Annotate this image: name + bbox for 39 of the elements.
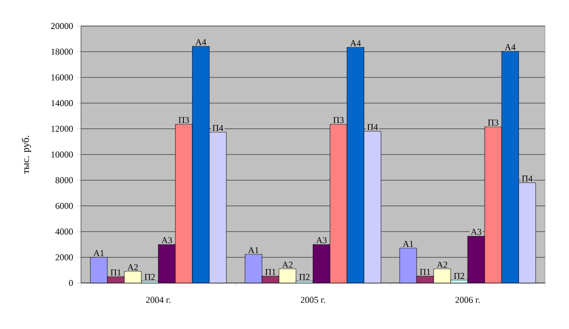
y-tick-label: 6000: [56, 202, 73, 209]
series-label: А3: [161, 237, 172, 244]
text: П2: [299, 274, 310, 280]
y-tick-label: 8000: [56, 177, 73, 184]
series-label: П3: [178, 117, 189, 124]
y-tick-label: 12000: [51, 126, 73, 132]
x-tick-label: 2006 г.: [455, 296, 480, 303]
text: А2: [436, 262, 448, 268]
text: А2: [282, 262, 292, 268]
text: А4: [504, 44, 516, 50]
series-label: П2: [144, 274, 155, 280]
x-tick-label: 2005 г.: [300, 296, 326, 303]
text: П4: [367, 124, 378, 130]
text: А3: [316, 237, 327, 244]
series-label: А2: [127, 264, 138, 270]
text: А1: [93, 250, 104, 256]
series-label: А4: [195, 39, 206, 46]
text: П1: [420, 268, 430, 275]
y-tick-label: 14000: [51, 100, 73, 106]
y-tick-label: 2000: [56, 254, 73, 260]
text: А1: [402, 240, 414, 247]
text: П3: [333, 117, 344, 124]
y-tick-label: 20000: [51, 22, 73, 30]
series-label: А1: [248, 247, 258, 254]
y-tick-label: 4000: [55, 228, 73, 235]
y-tick-label: 0: [69, 280, 73, 286]
series-label: П4: [212, 125, 224, 131]
text: П3: [488, 120, 498, 126]
text: А3: [470, 228, 482, 235]
text: А4: [350, 40, 361, 46]
x-tick-label: 2004 г.: [146, 296, 170, 303]
y-tick-label: 18000: [51, 48, 73, 55]
y-tick-label: 16000: [51, 74, 73, 80]
text: П1: [265, 268, 276, 275]
y-axis-title: тыс. руб.: [22, 136, 32, 174]
y-tick-label: 10000: [51, 151, 73, 158]
text: П4: [522, 176, 533, 182]
text: П2: [454, 272, 464, 279]
series-label: П1: [110, 269, 121, 276]
